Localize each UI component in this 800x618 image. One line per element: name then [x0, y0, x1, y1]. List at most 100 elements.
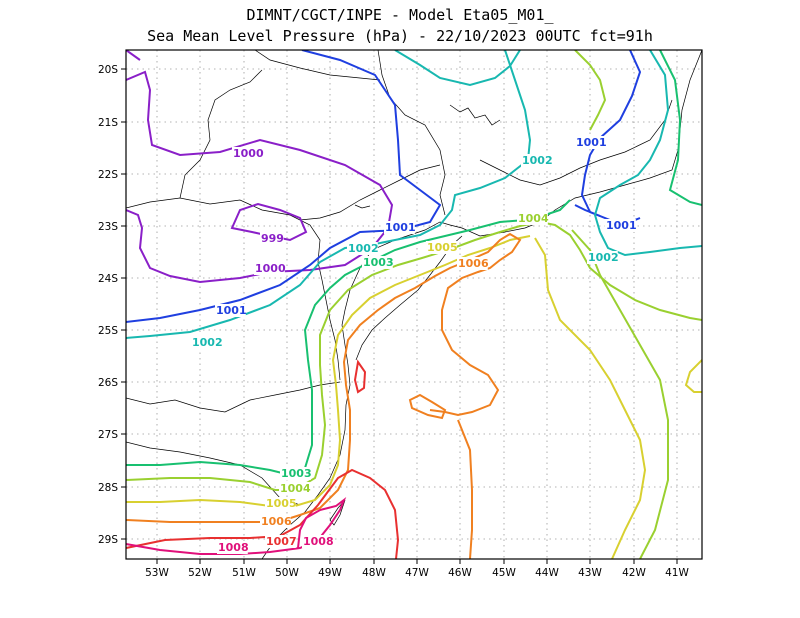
- isobar-1007-loop: [353, 359, 367, 394]
- isobar-label-background: [265, 535, 296, 548]
- coastline: [261, 50, 702, 559]
- lon-label: 49W: [318, 567, 342, 579]
- isobar-1008: [126, 497, 347, 555]
- river-2: [354, 204, 371, 209]
- state-border-4: [179, 69, 263, 199]
- lon-label: 45W: [492, 567, 516, 579]
- lon-label: 46W: [448, 567, 472, 579]
- isobar-label-background: [217, 541, 248, 554]
- lat-label: 29S: [98, 534, 118, 546]
- isobar-label-background: [265, 497, 296, 510]
- isobar-label-background: [232, 147, 263, 160]
- isobar-label: 1002: [588, 251, 619, 264]
- state-border-3: [126, 197, 323, 281]
- lat-label: 27S: [98, 429, 118, 441]
- isobar-1006: [126, 232, 522, 523]
- state-border-2: [254, 50, 381, 81]
- isobar-label: 1007: [266, 535, 297, 548]
- isobar-label-background: [191, 336, 222, 349]
- isobar-1002: [394, 50, 521, 87]
- lon-label: 44W: [535, 567, 559, 579]
- isobar-label-background: [254, 262, 285, 275]
- lon-label: 41W: [665, 567, 689, 579]
- isobar-label-background: [521, 154, 552, 167]
- lat-label: 23S: [98, 221, 118, 233]
- isobar-label: 1000: [233, 147, 264, 160]
- isobar-label: 1003: [281, 467, 312, 480]
- isobar-1006-loop: [408, 393, 447, 420]
- state-border-7: [126, 381, 341, 413]
- isobar-label-background: [302, 535, 333, 548]
- lon-label: 43W: [578, 567, 602, 579]
- isobar-label-background: [517, 212, 548, 225]
- isobar-1004-south-east: [571, 229, 669, 559]
- isobar-label: 1001: [606, 219, 637, 232]
- isobar-1005-east: [684, 359, 702, 393]
- isobar-1006-south: [457, 419, 473, 559]
- isobar-label: 1005: [427, 241, 458, 254]
- isobar-1000-west: [126, 50, 141, 61]
- isobar-1005: [126, 235, 531, 507]
- isobar-1002-east: [593, 50, 702, 257]
- isobar-label-background: [347, 242, 378, 255]
- isobar-label-background: [575, 136, 606, 149]
- isobar-label: 999: [261, 232, 284, 245]
- lat-label: 28S: [98, 482, 118, 494]
- isobar-label-background: [260, 515, 291, 528]
- state-border-1: [377, 50, 446, 216]
- river-1: [449, 104, 501, 126]
- isobar-1003-east: [659, 50, 702, 206]
- isobar-label: 1003: [363, 256, 394, 269]
- isobar-label-background: [280, 467, 311, 480]
- lat-label: 22S: [98, 169, 118, 181]
- lon-label: 51W: [232, 567, 256, 579]
- isobars: [126, 50, 702, 559]
- isobar-label: 1004: [518, 212, 549, 225]
- map-title-line1: DIMNT/CGCT/INPE - Model Eta05_M01_: [246, 6, 554, 24]
- lon-label: 52W: [188, 567, 212, 579]
- isobar-1005-south: [534, 237, 647, 559]
- latitude-labels: 20S 21S 22S 23S 24S 25S 26S 27S 28S 29S: [98, 64, 118, 546]
- isobar-label-background: [362, 256, 393, 269]
- isobar-1003: [126, 199, 571, 477]
- isobar-label-background: [457, 257, 488, 270]
- isobar-label-background: [605, 219, 636, 232]
- lat-label: 25S: [98, 325, 118, 337]
- lagoon: [329, 499, 346, 526]
- lon-label: 53W: [145, 567, 169, 579]
- isobar-label: 1002: [522, 154, 553, 167]
- lat-label: 21S: [98, 117, 118, 129]
- isobar-label: 1000: [255, 262, 286, 275]
- lon-label: 50W: [275, 567, 299, 579]
- isobar-1004-north: [574, 50, 607, 131]
- state-border-5: [299, 164, 441, 221]
- lat-label: 24S: [98, 273, 118, 285]
- isobar-label: 1001: [576, 136, 607, 149]
- isobar-label: 1001: [385, 221, 416, 234]
- isobar-label: 1006: [261, 515, 292, 528]
- isobar-label-background: [384, 221, 415, 234]
- lon-label: 47W: [405, 567, 429, 579]
- isobar-label: 1002: [348, 242, 379, 255]
- lat-label: 26S: [98, 377, 118, 389]
- isobar-label-background: [215, 304, 246, 317]
- isobar-label: 1008: [303, 535, 334, 548]
- isobar-label: 1008: [218, 541, 249, 554]
- isobar-labels: 1000999100010011001100110011002100210021…: [191, 136, 637, 554]
- isobar-label-background: [587, 251, 618, 264]
- isobar-label-background: [260, 232, 284, 245]
- longitude-labels: 53W 52W 51W 50W 49W 48W 47W 46W 45W 44W …: [145, 567, 689, 579]
- state-border-6: [479, 99, 673, 186]
- isobar-1007: [126, 468, 400, 559]
- isobar-label: 1004: [280, 482, 311, 495]
- isobar-label: 1002: [192, 336, 223, 349]
- state-border-9: [321, 279, 341, 381]
- lon-label: 48W: [362, 567, 386, 579]
- isobar-label: 1001: [216, 304, 247, 317]
- lon-label: 42W: [622, 567, 646, 579]
- isobar-1001: [126, 50, 442, 323]
- map-frame: [125, 49, 703, 560]
- coastline-and-borders: [126, 50, 702, 559]
- isobar-label-background: [279, 482, 310, 495]
